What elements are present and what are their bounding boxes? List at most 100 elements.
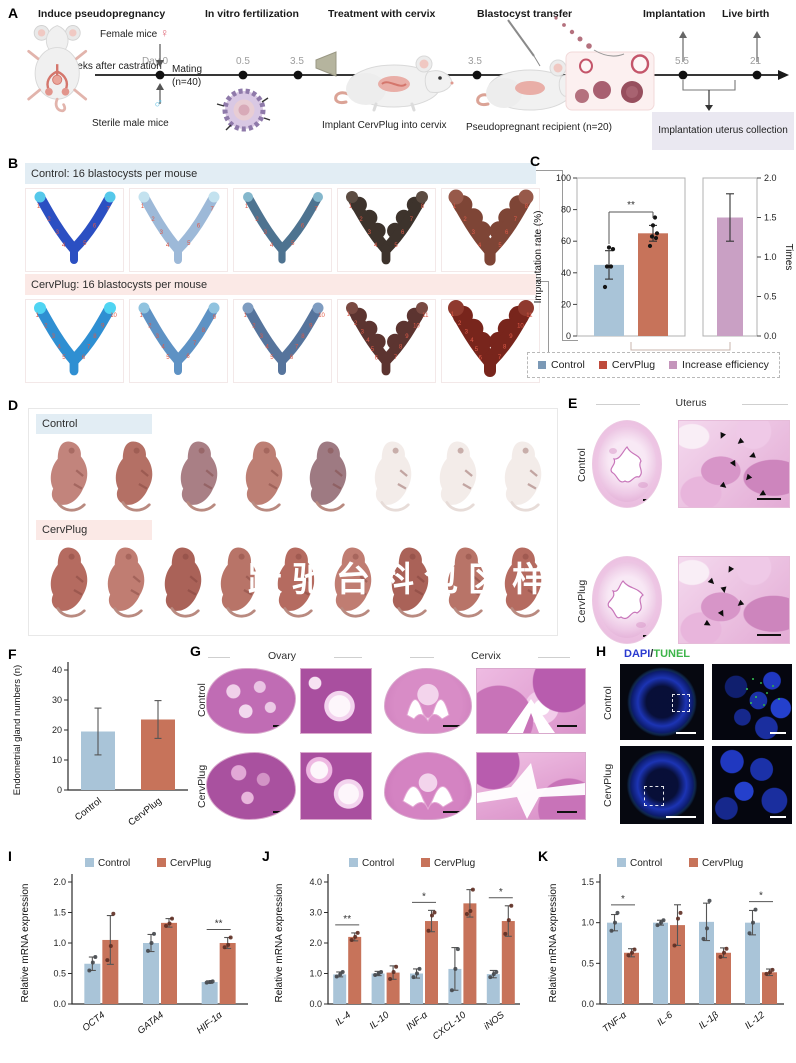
castration-label: 2 weeks after castration — [56, 61, 162, 72]
svg-text:2: 2 — [148, 324, 152, 330]
cervix-whole-cervplug-image — [384, 752, 472, 820]
tunel-inset-cervplug-image — [712, 746, 792, 824]
data-point — [146, 948, 150, 953]
svg-text:11: 11 — [526, 313, 533, 319]
data-point — [764, 971, 769, 976]
data-point — [672, 943, 677, 948]
data-point — [753, 907, 758, 912]
svg-text:8: 8 — [93, 334, 97, 340]
legend-swatch — [598, 361, 607, 369]
panel-e-label: E — [568, 395, 578, 411]
data-point — [353, 934, 358, 939]
data-point — [152, 931, 156, 936]
data-point — [606, 245, 612, 250]
cervix-inset-control-image — [476, 668, 586, 734]
data-point — [701, 936, 706, 941]
control-pups-row — [40, 438, 548, 514]
data-point — [338, 972, 343, 977]
uterus-image: 1 2 3 4 5 10 9 8 7 6 — [25, 299, 124, 383]
timeline-arrowhead-icon — [778, 70, 789, 80]
scale-bar — [676, 732, 696, 734]
arrowhead-icon — [719, 481, 729, 491]
svg-text:7: 7 — [87, 344, 91, 350]
dapi-tunel-title: DAPI/TUNEL — [624, 648, 690, 660]
mouse-top-view-icon — [27, 25, 88, 113]
svg-text:7: 7 — [106, 206, 110, 212]
svg-text:5: 5 — [166, 355, 170, 361]
data-point — [615, 910, 620, 915]
data-point — [654, 231, 660, 236]
svg-text:6: 6 — [186, 354, 190, 360]
y-tick-label: 2.0 — [53, 877, 66, 887]
y2-axis-label: Times — [783, 244, 794, 271]
bar — [607, 922, 622, 1004]
y-tick-label: 40 — [561, 268, 571, 278]
data-point — [676, 916, 680, 921]
bar — [102, 939, 119, 1004]
cervix-inset-cervplug-image — [476, 752, 586, 820]
legend-label: Control — [551, 359, 585, 371]
data-point — [417, 966, 422, 971]
svg-text:3: 3 — [264, 230, 268, 236]
sig-label: ** — [343, 914, 351, 925]
arrowhead-icon — [735, 599, 745, 609]
svg-text:10: 10 — [413, 324, 420, 330]
cervix-channel-drawing — [477, 763, 585, 819]
legend-label: CervPlug — [434, 858, 475, 869]
legend-swatch — [538, 361, 546, 369]
uterus-section-cervplug-image — [592, 556, 662, 644]
x-category-label: IL-10 — [368, 1009, 392, 1031]
y-tick-label: 80 — [561, 205, 571, 215]
bar — [638, 233, 668, 336]
svg-text:9: 9 — [309, 324, 313, 330]
data-point — [210, 979, 215, 984]
e-cervplug-label: CervPlug — [576, 579, 588, 623]
data-point — [90, 960, 95, 965]
data-point — [509, 903, 514, 908]
legend-swatch — [157, 858, 166, 867]
y-tick-label: 1.0 — [309, 969, 322, 979]
data-point — [630, 950, 634, 955]
data-point — [655, 923, 660, 928]
y-axis-label: Relative mRNA expression — [20, 884, 31, 1003]
pup-image — [154, 544, 208, 620]
legend-swatch — [349, 858, 358, 867]
svg-text:10: 10 — [318, 313, 325, 319]
step-ivf: In vitro fertilization — [205, 8, 299, 20]
cervplug-uteri-row: 1 2 3 4 5 10 9 8 7 6 1 2 3 4 5 9 8 7 6 1 2 3 4 5 10 9 8 7 6 1 2 3 4 5 6 11 1… — [25, 299, 540, 383]
recipient-label: Pseudopregnant recipient (n=20) — [466, 122, 612, 133]
legend-item: Increase efficiency — [669, 359, 769, 371]
data-point — [167, 921, 172, 926]
scale-bar — [273, 724, 287, 727]
g-control-label: Control — [196, 683, 208, 717]
y-tick-label: 0.5 — [581, 958, 594, 968]
arrowhead-icon — [743, 473, 753, 483]
svg-text:7: 7 — [410, 217, 414, 223]
uterus-image: 1 2 3 4 8 7 6 5 — [337, 188, 436, 272]
bar — [348, 936, 362, 1004]
scale-bar — [757, 497, 781, 500]
panel-g-label: G — [190, 643, 201, 659]
data-point — [718, 954, 723, 959]
y2-tick-label: 1.0 — [764, 252, 777, 262]
y-axis-label: Implantation rate (%) — [533, 211, 544, 304]
arrowhead-icon — [707, 577, 717, 587]
data-point — [432, 910, 437, 915]
e-control-label: Control — [576, 448, 588, 482]
scale-bar — [643, 634, 655, 637]
data-point — [770, 967, 775, 972]
control-uteri-row: 1 2 3 4 7 6 5 1 2 3 4 7 6 5 1 2 3 4 7 6 5 1 2 3 4 8 7 6 5 1 2 3 4 8 7 6 5 — [25, 188, 540, 272]
data-point — [226, 942, 231, 947]
data-point — [652, 215, 658, 220]
connector-line — [548, 281, 549, 353]
svg-text:1: 1 — [244, 313, 248, 319]
connector-line — [536, 170, 562, 171]
x-category-label: IL-12 — [743, 1009, 767, 1031]
svg-text:1: 1 — [245, 204, 249, 210]
data-point — [204, 980, 209, 985]
ovary-title: Ovary — [267, 650, 296, 662]
arrow-up-icon — [753, 31, 761, 38]
svg-text:2: 2 — [151, 217, 155, 223]
